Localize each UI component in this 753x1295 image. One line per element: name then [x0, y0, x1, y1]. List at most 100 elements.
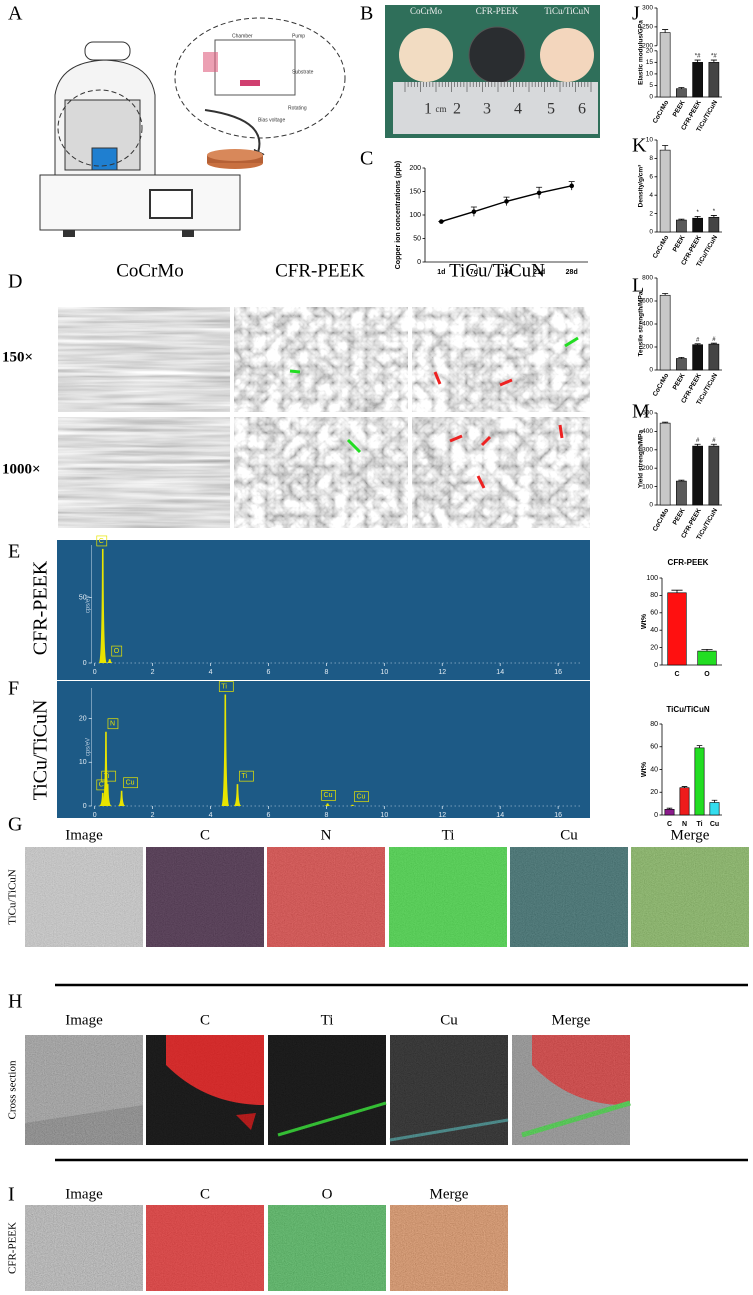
bar	[659, 32, 671, 98]
arrow	[476, 475, 486, 489]
row-label: 150×	[2, 349, 33, 365]
map-grain	[146, 1035, 264, 1145]
x-tick-label: 8	[324, 812, 328, 819]
y-tick-label: 80	[650, 721, 658, 728]
annotation: #	[696, 337, 700, 343]
arrow	[449, 434, 463, 443]
bar	[667, 592, 687, 666]
y-axis-label: Copper ion concentrations (ppb)	[395, 161, 402, 270]
bar	[708, 343, 720, 371]
peak-label: C	[99, 782, 104, 789]
y-tick-label: 200	[642, 344, 653, 351]
spectrum-panel	[57, 681, 590, 818]
panel-letter: J	[632, 3, 640, 25]
map-grain	[268, 1205, 386, 1291]
y-tick-label: 0	[649, 94, 653, 101]
map-grain	[146, 847, 264, 947]
y-tick-label: 100	[409, 212, 421, 219]
map-grain	[510, 847, 628, 947]
peak-label-box	[96, 535, 108, 547]
column-header: Cu	[440, 1012, 458, 1028]
sample-label: TiCu/TiCuN	[544, 6, 590, 16]
y-tick-label: 100	[642, 483, 653, 490]
y-tick-label: 0	[83, 803, 87, 810]
error-bar	[711, 799, 718, 803]
column-header: O	[322, 1186, 333, 1202]
bar	[708, 216, 720, 233]
peak-label-box	[354, 791, 369, 803]
y-axis-label: Elastic modulus/GPa	[638, 20, 645, 85]
y-tick-label: 60	[650, 610, 658, 617]
peak-label: O	[114, 648, 120, 655]
x-tick-label: Cu	[710, 821, 719, 828]
column-header: Cu	[560, 827, 578, 843]
error-bar	[662, 145, 669, 151]
column-header: Merge	[430, 1186, 469, 1202]
x-tick-label: 6	[267, 812, 271, 819]
chart-title: CFR-PEEK	[668, 558, 709, 567]
bar	[676, 219, 687, 233]
column-header: TiCu/TiCuN	[449, 260, 545, 281]
column-header: Ti	[321, 1012, 334, 1028]
sem-image	[412, 307, 590, 412]
peak	[105, 659, 114, 663]
peak-label-box	[123, 777, 138, 789]
x-tick-label: C	[674, 671, 679, 678]
y-tick-label: 60	[650, 744, 658, 751]
x-tick-label: CoCrMo	[652, 234, 671, 259]
apparatus-label: Chamber	[232, 33, 253, 39]
panel-letter: D	[8, 271, 22, 293]
column-header: C	[200, 1012, 210, 1028]
annotation: #	[696, 438, 700, 444]
map-grain	[268, 1035, 386, 1145]
column-header: Image	[65, 1186, 103, 1202]
panel-letter: F	[8, 678, 19, 700]
x-tick-label: CoCrMo	[652, 507, 671, 532]
error-bar	[710, 443, 717, 447]
sample-label: CoCrMo	[410, 6, 443, 16]
error-bar	[694, 443, 701, 447]
column-header: CFR-PEEK	[275, 260, 365, 281]
x-tick-label: 2	[151, 812, 155, 819]
arrow	[433, 371, 442, 385]
x-tick-label: PEEK	[672, 372, 687, 391]
row-label: TiCu/TiCuN	[7, 869, 19, 925]
column-header: Image	[65, 1012, 103, 1028]
point	[569, 183, 574, 189]
y-tick-label: 10	[646, 71, 654, 78]
bar	[692, 217, 703, 233]
panel-letter: I	[8, 1184, 15, 1206]
peak-label-box	[101, 770, 117, 782]
column-header: C	[200, 1186, 210, 1202]
bar	[659, 294, 671, 371]
x-tick-label: 28d	[566, 269, 578, 276]
ruler-label: 2	[453, 101, 461, 118]
bar	[708, 62, 720, 98]
x-tick-label: PEEK	[672, 507, 687, 526]
y-tick-label: 10	[79, 759, 87, 766]
annotation: *#	[695, 54, 701, 60]
x-tick-label: 0	[93, 812, 97, 819]
x-tick-label: PEEK	[672, 99, 687, 118]
y-tick-label: 20	[79, 715, 87, 722]
row-label: 1000×	[2, 461, 41, 477]
annotation: *	[696, 210, 699, 216]
y-axis-label: cps/eV	[86, 595, 92, 613]
y-axis-label: Wt%	[641, 613, 648, 629]
peak	[348, 804, 357, 806]
bar	[676, 480, 687, 506]
y-tick-label: 400	[642, 321, 653, 328]
annotation: *	[713, 209, 716, 215]
column-header: N	[321, 827, 332, 843]
x-tick-label: 16	[554, 812, 562, 819]
bar	[664, 809, 675, 816]
x-tick-label: 4	[209, 812, 213, 819]
y-tick-label: 20	[646, 48, 654, 55]
y-tick-label: 0	[417, 259, 421, 266]
sample-label: CFR-PEEK	[476, 6, 519, 16]
y-tick-label: 40	[650, 766, 658, 773]
map-grain	[25, 1035, 143, 1145]
y-tick-label: 0	[654, 662, 658, 669]
y-tick-label: 0	[649, 367, 653, 374]
x-tick-label: 14	[496, 669, 504, 676]
